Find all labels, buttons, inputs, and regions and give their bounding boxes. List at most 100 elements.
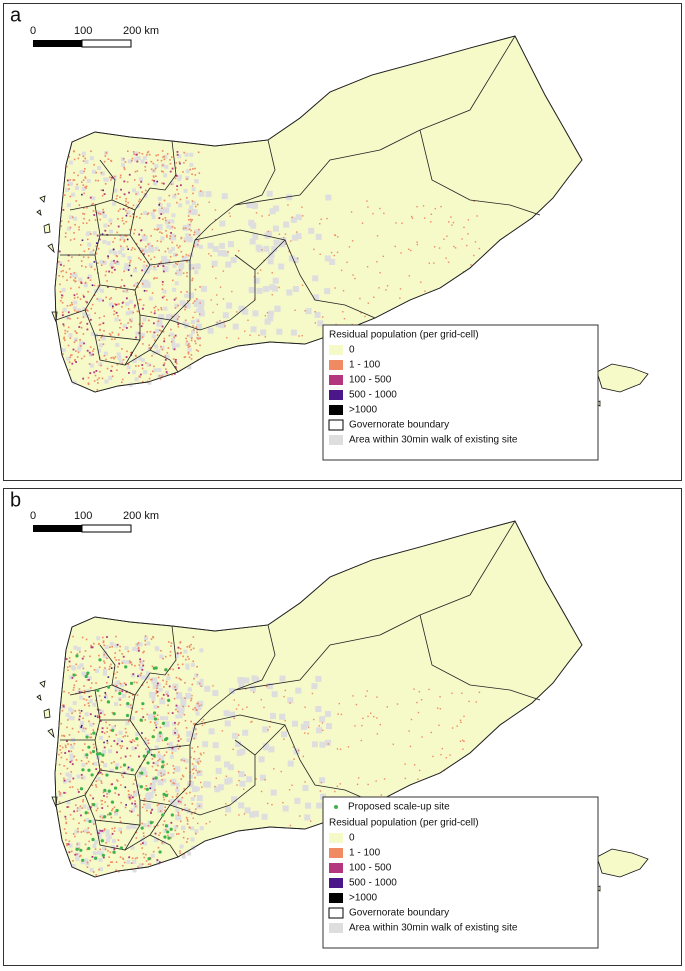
grid-cell: [77, 791, 80, 793]
grid-cell: [108, 249, 113, 254]
grid-cell: [400, 252, 402, 254]
grid-cell: [135, 365, 137, 367]
grid-cell: [296, 231, 298, 233]
grid-cell: [271, 803, 273, 806]
legend-label: 0: [349, 833, 355, 844]
grid-cell: [84, 843, 87, 846]
grid-cell: [115, 685, 118, 687]
grid-cell: [166, 299, 168, 301]
grid-cell: [144, 748, 147, 750]
grid-cell: [198, 244, 203, 249]
grid-cell: [91, 203, 93, 206]
grid-cell: [60, 756, 63, 759]
grid-cell: [196, 243, 199, 246]
grid-cell: [174, 686, 176, 688]
grid-cell: [182, 705, 184, 708]
grid-cell: [109, 768, 114, 773]
grid-cell: [160, 775, 163, 777]
grid-cell: [164, 716, 169, 721]
grid-cell: [217, 250, 224, 257]
grid-cell: [418, 690, 421, 693]
grid-cell: [114, 682, 119, 687]
grid-cell: [197, 228, 200, 231]
grid-cell: [173, 336, 175, 339]
grid-cell: [160, 213, 163, 216]
grid-cell: [155, 794, 157, 796]
grid-cell: [428, 688, 430, 691]
grid-cell: [189, 162, 194, 167]
grid-cell: [110, 159, 112, 162]
grid-cell: [136, 744, 139, 747]
grid-cell: [169, 170, 172, 173]
grid-cell: [107, 850, 109, 852]
grid-cell: [188, 774, 193, 779]
grid-cell: [212, 246, 219, 253]
grid-cell: [98, 666, 101, 669]
governorate-boundary: [169, 254, 256, 331]
grid-cell: [99, 771, 102, 774]
grid-cell: [248, 287, 255, 294]
grid-cell: [124, 786, 127, 789]
grid-cell: [196, 709, 198, 711]
legend-swatch: [329, 405, 343, 415]
grid-cell: [105, 358, 107, 361]
grid-cell: [113, 830, 116, 832]
grid-cell: [262, 726, 269, 733]
island: [39, 680, 46, 688]
grid-cell: [195, 349, 198, 351]
grid-cell: [103, 329, 105, 332]
grid-cell: [89, 372, 92, 375]
grid-cell: [167, 247, 169, 250]
grid-cell: [159, 654, 164, 659]
grid-cell: [411, 215, 413, 218]
grid-cell: [154, 761, 159, 766]
grid-cell: [192, 723, 195, 725]
scale-up-site: [125, 713, 130, 718]
grid-cell: [147, 863, 150, 865]
grid-cell: [162, 218, 164, 221]
grid-cell: [103, 160, 106, 163]
grid-cell: [314, 310, 316, 313]
grid-cell: [167, 772, 170, 774]
grid-cell: [94, 179, 97, 182]
grid-cell: [176, 692, 178, 694]
grid-cell: [131, 746, 136, 751]
grid-cell: [107, 257, 110, 259]
grid-cell: [77, 830, 79, 833]
grid-cell: [171, 225, 174, 228]
grid-cell: [198, 313, 201, 315]
grid-cell: [190, 229, 192, 232]
legend-label: >1000: [349, 893, 378, 904]
grid-cell: [238, 305, 245, 312]
grid-cell: [128, 317, 133, 322]
grid-cell: [65, 712, 70, 717]
grid-cell: [61, 301, 64, 304]
grid-cell: [123, 266, 128, 271]
grid-cell: [164, 259, 171, 266]
grid-cell: [376, 261, 378, 263]
grid-cell: [161, 373, 166, 378]
grid-cell: [154, 167, 157, 170]
grid-cell: [176, 652, 179, 655]
scale-up-site: [170, 813, 174, 817]
grid-cell: [261, 215, 263, 217]
grid-cell: [171, 337, 176, 342]
grid-cell: [228, 688, 235, 695]
grid-cell: [165, 368, 167, 370]
grid-cell: [473, 254, 475, 257]
grid-cell: [153, 339, 156, 342]
grid-cell: [123, 166, 125, 169]
grid-cell: [120, 235, 125, 240]
grid-cell: [266, 190, 273, 197]
grid-cell: [116, 352, 121, 357]
scale-up-site: [158, 731, 162, 735]
grid-cell: [68, 843, 73, 848]
grid-cell: [273, 205, 280, 212]
grid-cell: [127, 256, 132, 261]
grid-cell: [111, 266, 114, 269]
grid-cell: [116, 780, 119, 782]
grid-cell: [372, 212, 374, 215]
grid-cell: [144, 719, 147, 721]
grid-cell: [100, 264, 103, 266]
grid-cell: [242, 729, 249, 736]
